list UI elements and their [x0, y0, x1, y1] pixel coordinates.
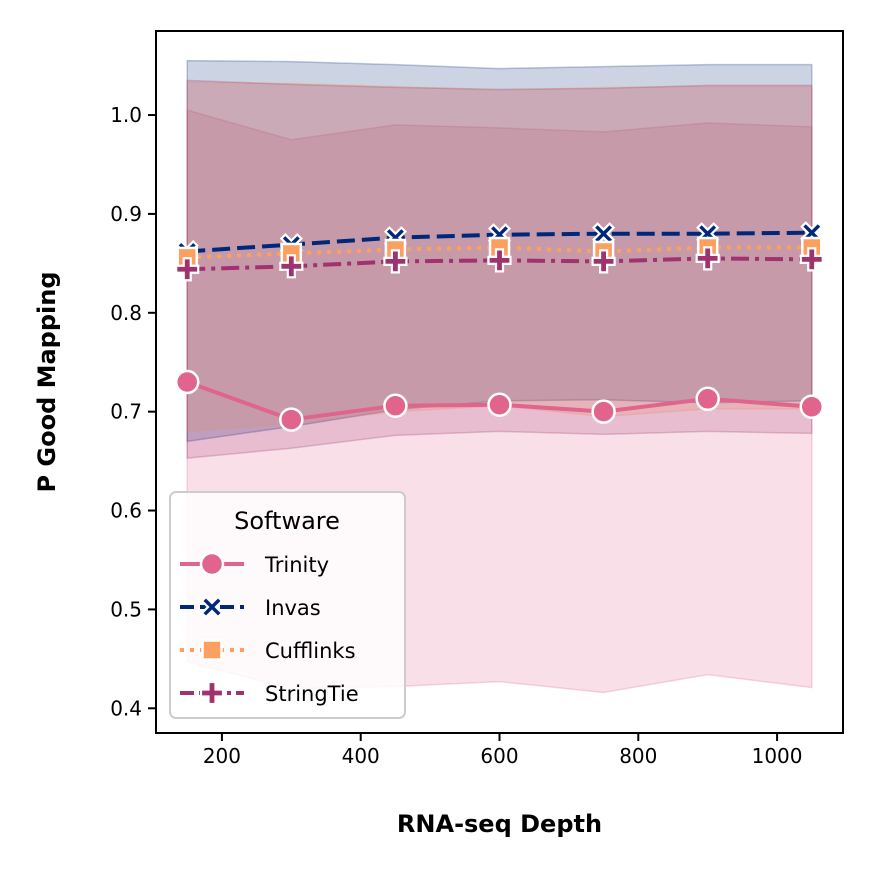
x-axis: 200 400 600 800 1000	[203, 733, 803, 768]
x-tick-label-800: 800	[619, 744, 657, 768]
point-stringtie-150	[175, 257, 200, 282]
y-tick-label-0-9: 0.9	[110, 202, 142, 226]
point-trinity-600	[487, 392, 512, 417]
y-axis: 0.4 0.5 0.6 0.7 0.8 0.9 1.0	[110, 103, 156, 720]
x-axis-label: RNA-seq Depth	[397, 810, 602, 838]
legend-marker-cufflinks	[201, 639, 223, 661]
point-stringtie-300	[279, 254, 304, 279]
series-markers	[174, 221, 825, 432]
x-tick-label-1000: 1000	[752, 744, 803, 768]
point-trinity-150	[174, 369, 200, 395]
point-trinity-900	[695, 386, 720, 412]
point-trinity-450	[383, 393, 408, 418]
legend-box	[169, 491, 406, 719]
legend-marker-stringtie	[199, 680, 225, 706]
legend: Software Trinity Invas Cufflinks StringTie	[169, 491, 406, 719]
y-tick-label-0-7: 0.7	[110, 400, 142, 424]
point-invas-750	[592, 222, 616, 246]
legend-items: Trinity Invas Cufflinks StringTie	[180, 551, 359, 706]
point-stringtie-1050	[799, 247, 824, 272]
legend-title: Software	[234, 507, 340, 535]
y-tick-label-0-5: 0.5	[110, 597, 142, 621]
legend-label-cufflinks: Cufflinks	[265, 639, 356, 663]
legend-label-trinity: Trinity	[264, 553, 329, 577]
x-tick-label-600: 600	[480, 744, 518, 768]
point-trinity-1050	[799, 394, 825, 419]
point-stringtie-900	[695, 246, 720, 271]
legend-marker-trinity	[199, 551, 225, 577]
x-tick-label-200: 200	[203, 744, 241, 768]
point-stringtie-450	[383, 249, 408, 274]
point-trinity-300	[279, 407, 304, 432]
y-tick-label-0-4: 0.4	[110, 696, 142, 720]
y-tick-label-0-8: 0.8	[110, 301, 142, 325]
y-tick-label-0-6: 0.6	[110, 499, 142, 523]
legend-marker-invas	[200, 595, 224, 619]
point-stringtie-750	[591, 249, 616, 274]
legend-label-stringtie: StringTie	[265, 682, 359, 706]
point-stringtie-600	[487, 248, 512, 273]
point-trinity-750	[591, 399, 616, 424]
y-axis-label: P Good Mapping	[33, 271, 61, 492]
legend-label-invas: Invas	[265, 596, 321, 620]
y-tick-label-1: 1.0	[110, 103, 142, 127]
x-tick-label-400: 400	[342, 744, 380, 768]
